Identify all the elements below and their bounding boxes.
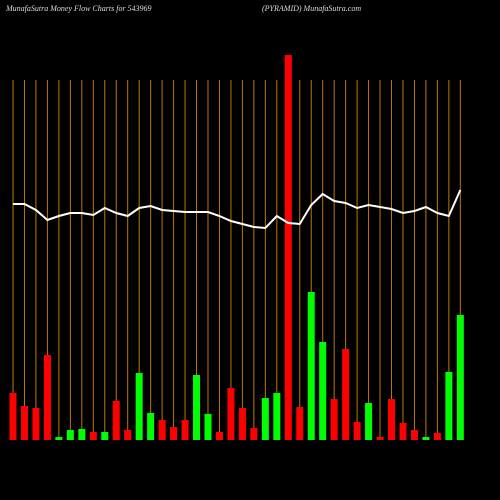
bar: [101, 432, 109, 440]
bar: [204, 414, 212, 440]
bar: [158, 420, 166, 440]
bar: [20, 406, 28, 440]
bar: [32, 408, 40, 440]
bar: [422, 437, 430, 440]
bar: [193, 375, 201, 440]
bar: [319, 342, 327, 440]
bar: [147, 413, 155, 440]
bar: [181, 420, 189, 440]
bar: [170, 427, 178, 440]
bar: [388, 399, 396, 440]
bar: [456, 315, 464, 440]
bar: [227, 388, 235, 440]
bar: [9, 393, 17, 440]
bar: [410, 430, 418, 440]
bar: [330, 399, 338, 440]
bar: [238, 408, 246, 440]
bar: [135, 373, 143, 440]
money-flow-line: [13, 189, 462, 230]
bar: [89, 432, 97, 440]
bar: [273, 393, 281, 440]
bar: [445, 372, 453, 440]
bar: [43, 355, 51, 440]
bar: [112, 401, 120, 440]
bar: [307, 292, 315, 440]
bar: [66, 430, 74, 440]
bar: [250, 428, 258, 440]
bar: [284, 55, 292, 440]
bar: [261, 398, 269, 440]
bar: [342, 349, 350, 440]
bar: [376, 437, 384, 440]
bar: [78, 429, 86, 440]
bar: [215, 432, 223, 440]
bar: [124, 430, 132, 440]
chart-subtitle: (PYRAMID) MunafaSutra.com: [262, 4, 361, 13]
bar: [433, 433, 441, 440]
bar: [365, 403, 373, 440]
bar: [55, 437, 63, 440]
bar: [353, 422, 361, 440]
bar: [296, 407, 304, 440]
chart-title: MunafaSutra Money Flow Charts for 543969: [5, 4, 152, 13]
bar: [399, 423, 407, 440]
